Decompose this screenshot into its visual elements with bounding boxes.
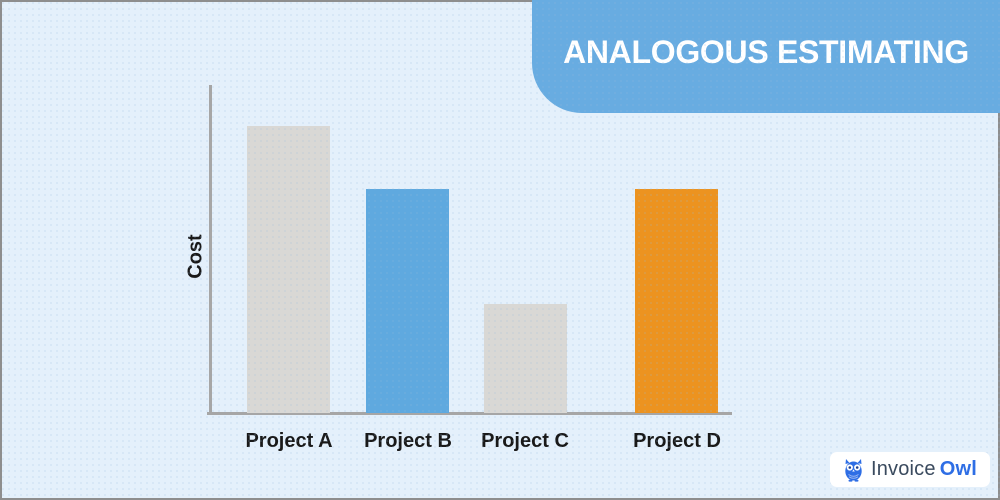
bar-project-d bbox=[635, 189, 718, 413]
x-tick-label-project-d: Project D bbox=[633, 430, 721, 452]
logo-wordmark: Invoice Owl bbox=[871, 458, 977, 481]
logo-word-owl: Owl bbox=[939, 458, 977, 480]
y-axis-label: Cost bbox=[184, 234, 207, 279]
logo-word-invoice: Invoice bbox=[870, 458, 936, 480]
x-tick-label-project-a: Project A bbox=[245, 430, 333, 452]
bar-project-b bbox=[366, 189, 449, 413]
owl-icon bbox=[843, 458, 864, 482]
invoiceowl-logo-badge: Invoice Owl bbox=[829, 452, 990, 487]
title-banner: ANALOGOUS ESTIMATING bbox=[532, 0, 1000, 113]
bar-project-a bbox=[247, 126, 330, 413]
x-tick-label-project-c: Project C bbox=[481, 430, 569, 452]
y-axis-line bbox=[209, 85, 212, 415]
page-title: ANALOGOUS ESTIMATING bbox=[563, 34, 969, 70]
x-axis-line bbox=[207, 412, 732, 415]
bar-project-c bbox=[484, 303, 567, 413]
x-tick-label-project-b: Project B bbox=[364, 430, 452, 452]
